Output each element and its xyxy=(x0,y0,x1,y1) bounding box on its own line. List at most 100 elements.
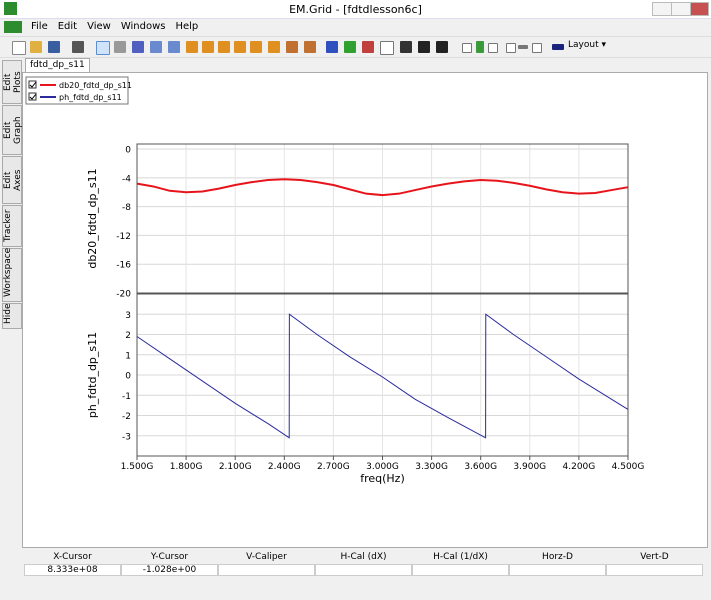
tool-icon[interactable] xyxy=(552,44,564,50)
x-tick-label: 3.600G xyxy=(464,462,497,472)
status-header: H-Cal (1/dX) xyxy=(412,552,509,564)
status-header: H-Cal (dX) xyxy=(315,552,412,564)
status-cell xyxy=(315,564,412,576)
tool-icon[interactable] xyxy=(418,41,430,53)
document-tab[interactable]: fdtd_dp_s11 xyxy=(25,58,90,73)
tool-icon[interactable] xyxy=(436,41,448,53)
x-tick-label: 1.800G xyxy=(170,462,203,472)
side-tab[interactable]: Edit Plots xyxy=(2,60,22,104)
close-button[interactable] xyxy=(690,2,709,16)
status-bar: X-Cursor Y-Cursor V-Caliper H-Cal (dX) H… xyxy=(0,549,711,600)
menu-item[interactable]: View xyxy=(82,19,116,35)
status-header: Horz-D xyxy=(509,552,606,564)
side-tab[interactable]: Hide xyxy=(2,303,22,329)
menu-bar: File Edit View Windows Help xyxy=(0,19,711,35)
y-tick-label: -20 xyxy=(116,290,131,300)
tool-icon[interactable] xyxy=(218,41,230,53)
y-tick-label: 2 xyxy=(125,331,131,341)
tool-icon[interactable] xyxy=(268,41,280,53)
tool-icon[interactable] xyxy=(476,41,484,53)
y-axis-label: ph_fdtd_dp_s11 xyxy=(86,332,99,418)
tool-icon[interactable] xyxy=(234,41,246,53)
tool-icon[interactable] xyxy=(114,41,126,53)
maximize-button[interactable] xyxy=(671,2,691,16)
status-header: V-Caliper xyxy=(218,552,315,564)
tool-icon[interactable] xyxy=(380,41,394,55)
status-cell xyxy=(412,564,509,576)
status-cell xyxy=(509,564,606,576)
status-cell xyxy=(218,564,315,576)
toolbar: Layout ▾ xyxy=(0,36,711,58)
layout-button[interactable]: Layout ▾ xyxy=(568,40,606,50)
menu-item[interactable]: Help xyxy=(170,19,203,35)
x-tick-label: 2.700G xyxy=(317,462,350,472)
tool-icon[interactable] xyxy=(48,41,60,53)
tool-icon[interactable] xyxy=(326,41,338,53)
status-value: 8.333e+08 xyxy=(24,564,121,576)
tool-icon[interactable] xyxy=(150,41,162,53)
y-tick-label: -1 xyxy=(122,392,131,402)
y-tick-label: -16 xyxy=(116,261,131,271)
x-tick-label: 4.200G xyxy=(563,462,596,472)
checkbox[interactable] xyxy=(462,43,472,53)
status-header: Vert-D xyxy=(606,552,703,564)
status-header: Y-Cursor xyxy=(121,552,218,564)
tool-icon[interactable] xyxy=(96,41,110,55)
doc-icon xyxy=(4,21,22,33)
status-value-row: 8.333e+08 -1.028e+00 xyxy=(24,564,703,576)
y-axis-label: db20_fdtd_dp_s11 xyxy=(86,168,99,268)
tool-icon[interactable] xyxy=(30,41,42,53)
tool-icon[interactable] xyxy=(72,41,84,53)
checkbox[interactable] xyxy=(532,43,542,53)
y-tick-label: -4 xyxy=(122,174,131,184)
tool-icon[interactable] xyxy=(304,41,316,53)
checkbox[interactable] xyxy=(488,43,498,53)
y-tick-label: -2 xyxy=(122,412,131,422)
x-tick-label: 1.500G xyxy=(121,462,154,472)
status-header-row: X-Cursor Y-Cursor V-Caliper H-Cal (dX) H… xyxy=(24,552,703,564)
tool-icon[interactable] xyxy=(518,45,528,49)
checkbox[interactable] xyxy=(506,43,516,53)
menu-item[interactable]: Windows xyxy=(116,19,171,35)
side-tab[interactable]: Edit Axes xyxy=(2,156,22,204)
tool-icon[interactable] xyxy=(344,41,356,53)
tool-icon[interactable] xyxy=(250,41,262,53)
side-tab[interactable]: Workspace xyxy=(2,248,22,302)
x-tick-label: 2.100G xyxy=(219,462,252,472)
menu-item[interactable]: File xyxy=(26,19,53,35)
window-title: EM.Grid - [fdtdlesson6c] xyxy=(0,3,711,16)
y-tick-label: -12 xyxy=(116,232,131,242)
legend-label: ph_fdtd_dp_s11 xyxy=(59,93,122,102)
y-tick-label: 1 xyxy=(125,351,131,361)
status-cell xyxy=(606,564,703,576)
title-bar: EM.Grid - [fdtdlesson6c] xyxy=(0,0,711,19)
x-tick-label: 2.400G xyxy=(268,462,301,472)
x-tick-label: 3.300G xyxy=(415,462,448,472)
tool-icon[interactable] xyxy=(12,41,26,55)
side-tabs: Edit Plots Edit Graph Edit Axes Tracker … xyxy=(2,60,22,330)
graph-area: 0-4-8-12-16-20db20_fdtd_dp_s113210-1-2-3… xyxy=(22,72,708,548)
tool-icon[interactable] xyxy=(362,41,374,53)
tool-icon[interactable] xyxy=(400,41,412,53)
status-value: -1.028e+00 xyxy=(121,564,218,576)
x-tick-label: 3.900G xyxy=(513,462,546,472)
y-tick-label: -3 xyxy=(122,432,131,442)
tool-icon[interactable] xyxy=(202,41,214,53)
minimize-button[interactable] xyxy=(652,2,672,16)
side-tab[interactable]: Tracker xyxy=(2,205,22,247)
tool-icon[interactable] xyxy=(132,41,144,53)
legend-label: db20_fdtd_dp_s11 xyxy=(59,81,132,90)
y-tick-label: -8 xyxy=(122,203,131,213)
x-tick-label: 4.500G xyxy=(612,462,645,472)
menu-item[interactable]: Edit xyxy=(53,19,82,35)
tool-icon[interactable] xyxy=(186,41,198,53)
chart: 0-4-8-12-16-20db20_fdtd_dp_s113210-1-2-3… xyxy=(23,73,707,547)
y-tick-label: 0 xyxy=(125,372,131,382)
tool-icon[interactable] xyxy=(168,41,180,53)
status-header: X-Cursor xyxy=(24,552,121,564)
side-tab[interactable]: Edit Graph xyxy=(2,105,22,155)
x-tick-label: 3.000G xyxy=(366,462,399,472)
tool-icon[interactable] xyxy=(286,41,298,53)
layout-label: Layout xyxy=(568,40,599,50)
